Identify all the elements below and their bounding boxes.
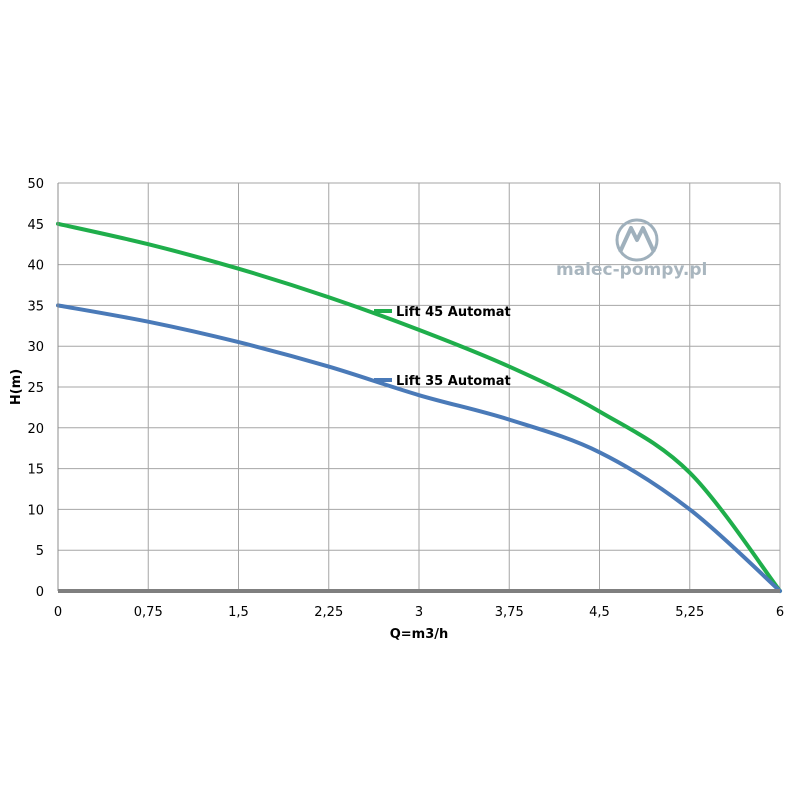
y-tick-label: 35 (27, 299, 44, 314)
x-tick-label: 5,25 (675, 605, 704, 620)
y-tick-label: 10 (27, 503, 44, 518)
malec-pompy-logo-icon (615, 218, 659, 262)
y-tick-label: 40 (27, 259, 44, 274)
x-tick-label: 0,75 (134, 605, 163, 620)
grid (58, 182, 781, 591)
x-tick-label: 3,75 (495, 605, 524, 620)
legend-label-lift-45: Lift 45 Automat (396, 305, 511, 320)
axes (57, 183, 780, 593)
x-tick-label: 4,5 (589, 605, 610, 620)
y-tick-label: 30 (27, 340, 44, 355)
y-tick-label: 50 (27, 177, 44, 192)
x-axis-title: Q=m3/h (390, 627, 449, 642)
legend-lift-35: Lift 35 Automat (374, 374, 511, 389)
series-line-lift-35 (56, 303, 782, 593)
y-tick-label: 0 (36, 585, 44, 600)
x-tick-label: 3 (415, 605, 423, 620)
y-tick-label: 5 (36, 544, 44, 559)
tick-labels: 0 0,75 1,5 2,25 3 3,75 4,5 5,25 6 0 5 10 15 20 25 30 35 4… (27, 177, 784, 620)
x-tick-label: 2,25 (314, 605, 343, 620)
series-line-lift-45 (56, 221, 782, 593)
x-tick-label: 6 (776, 605, 784, 620)
series-layer (56, 221, 782, 593)
y-tick-label: 20 (27, 422, 44, 437)
x-tick-label: 1,5 (228, 605, 249, 620)
y-axis-title: H(m) (9, 369, 24, 405)
y-tick-label: 15 (27, 463, 44, 478)
y-tick-label: 45 (27, 218, 44, 233)
legend-lift-45: Lift 45 Automat (374, 305, 511, 320)
y-tick-label: 25 (27, 381, 44, 396)
x-tick-label: 0 (54, 605, 62, 620)
brand-logo: malec-pompy.pl (556, 218, 707, 280)
logo-text: malec-pompy.pl (556, 260, 707, 280)
legend-label-lift-35: Lift 35 Automat (396, 374, 511, 389)
